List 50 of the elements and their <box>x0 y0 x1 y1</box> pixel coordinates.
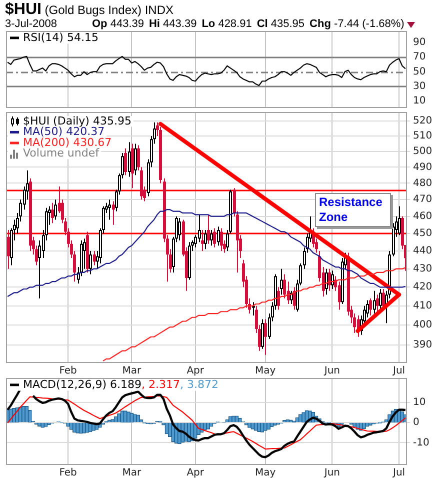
y-tick-label: 70 <box>413 52 426 63</box>
y-tick-label: 10 <box>413 396 426 408</box>
y-tick-label: 30 <box>413 80 426 92</box>
x-tick-label: May <box>255 366 276 377</box>
legend-label: MA(50) 420.37 <box>23 125 105 138</box>
series-label: , 2.317 <box>142 378 180 391</box>
y-tick-label: 0 <box>413 417 420 428</box>
x-tick-label: May <box>255 468 276 478</box>
y-tick-label: 470 <box>413 194 432 206</box>
x-tick-label: Apr <box>186 468 205 478</box>
y-tick-label: 450 <box>413 228 432 240</box>
x-tick-label: Jun <box>323 366 340 377</box>
y-tick-label: 500 <box>413 146 432 158</box>
text: Chg -7.44 (-1.68%) <box>310 18 404 30</box>
y-tick-label: 440 <box>413 246 432 257</box>
y-tick-label: 510 <box>413 130 432 142</box>
y-tick-label: 400 <box>413 320 432 331</box>
x-tick-label: Apr <box>186 366 205 377</box>
text: Lo 428.91 <box>202 18 252 30</box>
y-tick-label: 460 <box>413 210 432 222</box>
text: Op 443.39 <box>92 18 144 30</box>
x-tick-label: Feb <box>59 468 77 478</box>
y-tick-label: 50 <box>413 66 426 78</box>
x-tick-label: Mar <box>122 468 142 478</box>
x-tick-label: Feb <box>59 366 77 377</box>
legend-label: Volume undef <box>23 146 100 160</box>
y-tick-label: 390 <box>413 339 432 350</box>
text: Hi 443.39 <box>148 18 197 30</box>
callout-box: Resistance Zone <box>315 193 391 227</box>
y-tick-label: 410 <box>413 300 432 312</box>
legend-label: MACD(12,26,9) 6.189 <box>23 378 142 391</box>
x-tick-label: Jul <box>392 366 406 377</box>
legend-label: MA(200) 430.67 <box>23 136 112 149</box>
y-tick-label: 90 <box>413 37 426 48</box>
x-tick-label: Jun <box>323 468 340 478</box>
x-tick-label: Jul <box>392 468 406 478</box>
legend-label: $HUI (Daily) 435.95 <box>23 114 132 128</box>
y-tick-label: 490 <box>413 162 432 173</box>
y-tick-label: -10 <box>413 437 430 448</box>
chart-title: $HUI (Gold Bugs Index) INDX <box>5 1 174 18</box>
legend-label: RSI(14) 54.15 <box>23 30 98 44</box>
y-tick-label: 520 <box>413 116 432 127</box>
text: Cl 435.95 <box>256 18 305 30</box>
x-tick-label: Mar <box>122 366 142 377</box>
y-tick-label: 480 <box>413 178 432 189</box>
y-tick-label: 430 <box>413 263 432 274</box>
text: , 3.872 <box>180 378 218 391</box>
y-tick-label: 10 <box>413 95 426 106</box>
y-tick-label: 420 <box>413 282 432 293</box>
text: 3-Jul-2008 <box>5 18 57 31</box>
